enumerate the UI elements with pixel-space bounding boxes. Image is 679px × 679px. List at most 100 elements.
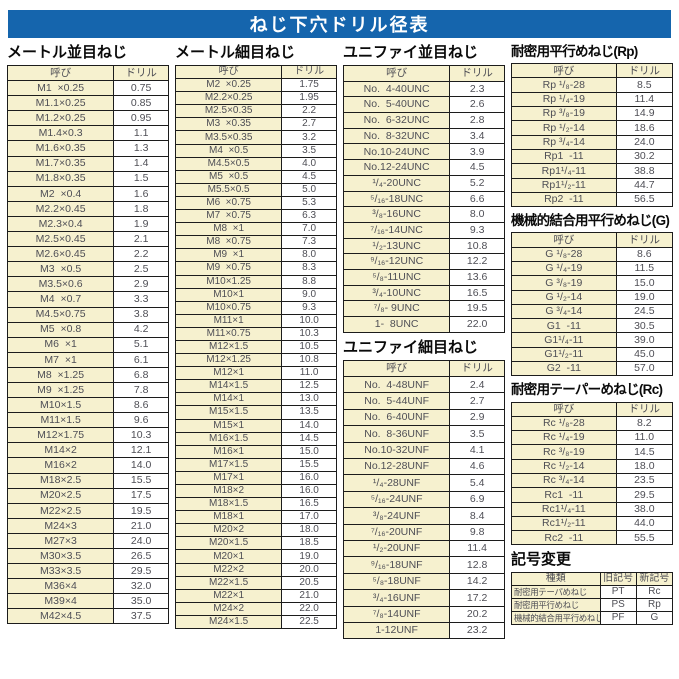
table-cell: M18×2 (174, 483, 283, 499)
table-row: ⁵/₈-18UNF 14.2 (342, 572, 505, 591)
table-row: Rp ¹/₈-28 8.5 (511, 77, 674, 93)
table-row: M17×1 16.0 (174, 470, 337, 486)
column-header: 呼び (511, 401, 617, 417)
table-cell: No. 6-32UNC (342, 112, 451, 129)
table-row: Rc ³/₈-19 14.5 (511, 444, 674, 460)
table-cell: 2.3 (449, 80, 505, 98)
table-cell: 耐密用テーパめねじ (511, 585, 601, 600)
table-cell: M17×1.5 (174, 457, 283, 472)
table-cell: Rp ¹/₂-14 (511, 120, 617, 136)
table-cell: ³/₄-16UNF (342, 589, 451, 607)
table-cell: 6.6 (449, 190, 505, 208)
column-header: ドリル (449, 359, 505, 378)
column-header: ドリル (615, 401, 674, 417)
table-cell: 19.0 (281, 549, 337, 564)
table-cell: Rp (635, 598, 674, 613)
table-cell: 8.6 (113, 397, 169, 414)
table-cell: 0.95 (113, 110, 169, 127)
table-row: Rp2 -11 56.5 (511, 191, 674, 208)
table-cell: 35.0 (113, 593, 169, 610)
table-cell: M1.4×0.3 (6, 125, 115, 142)
column-header: ドリル (615, 232, 674, 248)
table-row: M2.3×0.4 1.9 (6, 215, 169, 233)
table-header-row: 呼び ドリル (511, 232, 674, 248)
table-cell: 29.5 (615, 487, 674, 503)
table-cell: 2.7 (449, 392, 505, 410)
table-cell: M15×1.5 (174, 405, 283, 420)
table-cell: M24×1.5 (174, 614, 283, 630)
table-row: G2 -11 57.0 (511, 361, 674, 377)
table-row: G ³/₈-19 15.0 (511, 275, 674, 291)
table-cell: 2.5 (113, 261, 169, 278)
column-header: 呼び (342, 65, 451, 82)
rp-table: 呼び ドリル Rp ¹/₈-28 8.5 Rp ¹/₄-19 11.4 Rp ³/₈-19… (511, 63, 674, 208)
table-cell: M14×2 (6, 442, 115, 459)
table-cell: ⁷/₈- 9UNC (342, 300, 451, 317)
table-row: M20×2.5 17.5 (6, 487, 169, 504)
table-cell: M2 ×0.25 (174, 78, 283, 93)
table-cell: 1.5 (113, 170, 169, 187)
table-row: No.12-24UNC 4.5 (342, 159, 505, 176)
table-row: 1- 8UNC 22.0 (342, 316, 505, 333)
table-cell: 4.1 (449, 441, 505, 460)
table-cell: M4.5×0.75 (6, 306, 115, 323)
table-cell: M11×1 (174, 313, 283, 328)
table-row: ⁷/₈- 9UNC 19.5 (342, 300, 505, 317)
table-cell: M6 ×0.75 (174, 195, 283, 211)
column-header: 新記号 (635, 572, 674, 587)
table-cell: M20×1.5 (174, 536, 283, 551)
table-cell: 16.0 (281, 470, 337, 486)
table-cell: Rc ³/₄-14 (511, 472, 617, 489)
table-cell: 15.0 (615, 275, 674, 291)
table-cell: 19.5 (113, 502, 169, 519)
table-cell: ⁵/₁₆-24UNF (342, 490, 451, 509)
table-cell: G (635, 611, 674, 626)
table-cell: 8.0 (281, 248, 337, 263)
table-cell: 2.1 (113, 231, 169, 248)
table-cell: M39×4 (6, 593, 115, 610)
table-header-row: 呼び ドリル (342, 359, 505, 378)
table-cell: M15×1 (174, 418, 283, 433)
table-cell: 24.0 (113, 532, 169, 550)
table-row: ¹/₄-28UNF 5.4 (342, 474, 505, 492)
table-row: 耐密用平行めねじ PS Rp (511, 598, 674, 613)
table-row: M9 ×1 8.0 (174, 248, 337, 263)
page-title: ねじ下穴ドリル径表 (249, 15, 430, 35)
table-cell: 3.3 (113, 291, 169, 308)
table-cell: M10×0.75 (174, 300, 283, 315)
table-row: M5 ×0.5 4.5 (174, 169, 337, 184)
table-cell: No.12-28UNF (342, 458, 451, 476)
table-row: M2.6×0.45 2.2 (6, 246, 169, 263)
table-cell: ¹/₂-13UNC (342, 237, 451, 255)
table-cell: Rc2 -11 (511, 530, 617, 546)
table-cell: No. 5-40UNC (342, 96, 451, 114)
table-row: No.12-28UNF 4.6 (342, 458, 505, 476)
table-row: M27×3 24.0 (6, 532, 169, 550)
table-row: M24×2 22.0 (174, 601, 337, 616)
table-row: M3 ×0.35 2.7 (174, 117, 337, 132)
table-row: M11×0.75 10.3 (174, 326, 337, 341)
table-row: M18×2 16.0 (174, 483, 337, 499)
table-cell: Rc ¹/₄-19 (511, 430, 617, 446)
table-cell: M1.6×0.35 (6, 140, 115, 157)
table-row: M20×1.5 18.5 (174, 536, 337, 551)
table-row: M2.2×0.25 1.95 (174, 91, 337, 106)
table-cell: 2.6 (449, 96, 505, 114)
table-cell: Rc1¹/₂-11 (511, 515, 617, 532)
table-cell: 10.0 (281, 313, 337, 328)
table-cell: 30.2 (615, 148, 674, 165)
table-cell: M10×1 (174, 287, 283, 302)
table-row: G ³/₄-14 24.5 (511, 303, 674, 320)
table-row: M1.8×0.35 1.5 (6, 170, 169, 187)
table-cell: Rc (635, 585, 674, 600)
table-cell: M8 ×1 (174, 222, 283, 237)
table-row: M5.5×0.5 5.0 (174, 182, 337, 197)
table-cell: PS (599, 598, 637, 613)
table-row: M33×3.5 29.5 (6, 563, 169, 580)
table-cell: 38.8 (615, 163, 674, 179)
table-cell: M18×2.5 (6, 472, 115, 489)
table-cell: M10×1.25 (174, 274, 283, 289)
table-cell: ¹/₄-28UNF (342, 474, 451, 492)
table-row: 1-12UNF 23.2 (342, 621, 505, 640)
table-cell: 18.5 (281, 536, 337, 551)
